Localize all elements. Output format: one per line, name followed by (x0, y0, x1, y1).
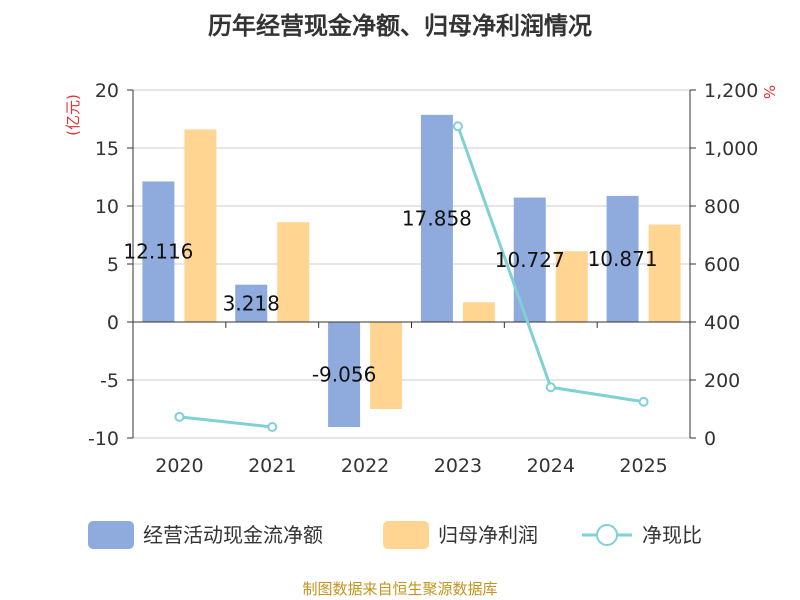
category-label: 2021 (248, 455, 296, 477)
right-tick-label: 600 (704, 254, 740, 276)
left-tick-label: 15 (95, 138, 119, 160)
profit-bar (462, 302, 495, 322)
profit-bar (370, 322, 403, 409)
category-label: 2020 (155, 455, 203, 477)
right-tick-label: 1,000 (704, 138, 758, 160)
right-axis-unit: % (760, 85, 778, 99)
right-tick-label: 0 (704, 428, 716, 450)
chart-title: 历年经营现金净额、归母净利润情况 (208, 12, 592, 40)
data-label: 3.218 (223, 291, 280, 315)
right-tick-label: 400 (704, 312, 740, 334)
data-label: -9.056 (312, 363, 376, 387)
cashflow-bar (420, 114, 453, 322)
legend-swatch-profit (383, 521, 429, 549)
data-label: 12.116 (123, 240, 193, 264)
left-tick-label: -5 (100, 370, 119, 392)
source-note: 制图数据来自恒生聚源数据库 (302, 580, 497, 598)
ratio-point (267, 421, 278, 432)
right-tick-label: 800 (704, 196, 740, 218)
ratio-point (638, 396, 649, 407)
left-tick-label: 0 (107, 312, 119, 334)
legend-swatch-cashflow (88, 521, 134, 549)
profit-bar (555, 251, 588, 322)
cashflow-bar (328, 322, 361, 428)
profit-bar (648, 224, 681, 322)
left-tick-label: 10 (95, 196, 119, 218)
legend-label-cashflow: 经营活动现金流净额 (143, 523, 323, 547)
cashflow-bar (606, 195, 639, 322)
left-tick-label: 5 (107, 254, 119, 276)
left-tick-label: 20 (95, 80, 119, 102)
legend-swatch-ratio-point (596, 524, 618, 546)
cashflow-bar (235, 284, 268, 322)
data-label: 17.858 (402, 206, 472, 230)
tick-labels: 20 15 10 5 0 -5 -10 1,200 1,000 800 600 400 200 0 2020… (88, 80, 758, 477)
axes (127, 89, 696, 439)
legend-label-profit: 归母净利润 (438, 523, 538, 547)
profit-bar (184, 129, 217, 322)
left-axis-unit: (亿元) (64, 94, 82, 136)
right-tick-label: 200 (704, 370, 740, 392)
category-label: 2022 (341, 455, 389, 477)
ratio-line-segment (179, 415, 273, 429)
legend: 经营活动现金流净额 归母净利润 净现比 (88, 521, 702, 549)
ratio-point (174, 411, 185, 422)
category-label: 2025 (619, 455, 667, 477)
category-label: 2023 (434, 455, 482, 477)
ratio-line (174, 121, 649, 432)
data-label: 10.871 (588, 247, 658, 271)
left-tick-label: -10 (88, 428, 119, 450)
cashflow-bar (142, 181, 175, 322)
profit-bar (277, 222, 310, 322)
right-tick-label: 1,200 (704, 80, 758, 102)
data-labels: 12.116 3.218 -9.056 17.858 10.727 10.871 (123, 206, 657, 386)
ratio-point (452, 121, 463, 132)
bars (142, 114, 681, 428)
data-label: 10.727 (495, 248, 565, 272)
ratio-point (545, 382, 556, 393)
category-label: 2024 (527, 455, 575, 477)
legend-label-ratio: 净现比 (642, 523, 702, 547)
